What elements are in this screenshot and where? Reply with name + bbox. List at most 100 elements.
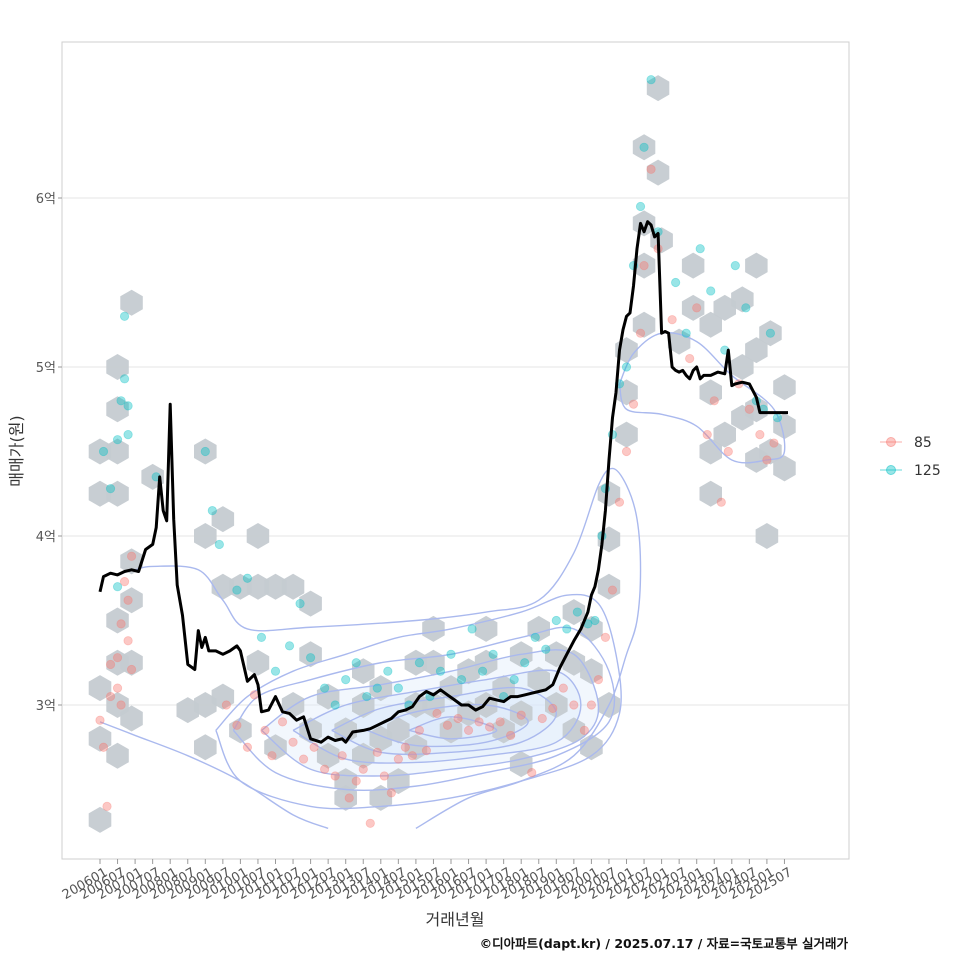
point-85: [400, 742, 410, 752]
point-85: [527, 767, 537, 778]
point-125: [541, 644, 551, 654]
point-85: [277, 717, 288, 727]
point-85: [123, 595, 133, 605]
point-125: [112, 582, 123, 592]
point-125: [621, 362, 632, 372]
legend-label: 85: [914, 435, 932, 451]
point-85: [516, 710, 526, 720]
hex-bin: [632, 311, 656, 338]
point-85: [432, 708, 442, 719]
point-85: [586, 700, 597, 710]
point-85: [116, 619, 126, 629]
point-85: [646, 164, 656, 174]
hex-bin: [699, 311, 722, 338]
point-125: [284, 641, 295, 651]
hex-bin: [106, 607, 129, 634]
hex-bin: [352, 692, 375, 718]
point-85: [309, 742, 319, 752]
point-85: [548, 703, 558, 713]
hex-bin: [264, 573, 287, 600]
hex-bin: [246, 523, 270, 549]
point-85: [769, 438, 779, 448]
point-125: [207, 506, 217, 516]
hex-bin: [580, 658, 603, 685]
y-tick-label: 3억: [36, 699, 56, 714]
point-85: [593, 675, 604, 685]
legend-key-point: [886, 437, 896, 447]
hex-bin: [194, 438, 217, 465]
hex-bin: [194, 692, 217, 718]
hex-bin: [646, 159, 670, 186]
hex-bin: [299, 641, 322, 668]
point-125: [530, 632, 540, 643]
density-contour: [215, 593, 622, 810]
point-85: [249, 690, 260, 700]
point-125: [383, 666, 393, 676]
point-85: [709, 396, 719, 406]
point-125: [330, 700, 340, 710]
point-125: [372, 683, 382, 693]
point-125: [572, 607, 582, 617]
point-85: [692, 303, 702, 313]
hex-bin: [106, 480, 129, 507]
point-85: [762, 455, 772, 465]
point-85: [102, 801, 112, 812]
point-85: [628, 399, 639, 409]
point-125: [477, 666, 488, 676]
hex-bin: [681, 252, 705, 279]
hex-bin: [773, 455, 796, 482]
point-85: [579, 725, 589, 735]
point-85: [119, 577, 130, 587]
point-125: [639, 142, 649, 152]
y-tick-label: 4억: [36, 530, 56, 545]
point-85: [112, 683, 123, 693]
point-85: [105, 659, 116, 670]
point-125: [112, 435, 123, 445]
hex-bin: [681, 294, 705, 321]
hex-bin: [88, 675, 112, 702]
point-85: [372, 747, 382, 757]
point-85: [320, 764, 330, 774]
point-125: [119, 311, 130, 321]
point-125: [590, 615, 600, 626]
point-85: [105, 691, 116, 702]
point-125: [551, 615, 561, 626]
hex-bin: [120, 548, 143, 575]
point-125: [256, 632, 267, 643]
hex-bin: [731, 286, 754, 313]
hex-bin: [264, 734, 287, 761]
hex-bin: [580, 615, 603, 642]
hex-bin: [229, 717, 252, 744]
point-85: [386, 788, 396, 798]
hex-bin: [194, 734, 217, 761]
point-85: [667, 315, 677, 325]
y-axis-title: 매매가(원): [7, 415, 26, 486]
density-contour: [331, 686, 558, 756]
hex-bin: [246, 573, 270, 600]
point-85: [442, 720, 453, 730]
point-85: [221, 700, 231, 710]
hex-bin: [88, 438, 112, 465]
point-85: [621, 446, 632, 457]
point-85: [569, 700, 579, 710]
point-125: [393, 683, 403, 693]
hex-bin: [229, 573, 252, 600]
point-85: [260, 725, 270, 735]
hex-bin: [106, 438, 129, 465]
point-125: [341, 675, 351, 685]
hex-bin: [562, 717, 586, 744]
y-tick-label: 5억: [36, 361, 56, 376]
hex-bin: [527, 615, 550, 642]
point-125: [98, 446, 109, 457]
density-contour: [292, 669, 582, 764]
point-125: [435, 666, 446, 676]
density-contour: [232, 626, 616, 792]
hex-bin: [88, 806, 112, 833]
hex-bin: [120, 289, 143, 316]
point-85: [379, 771, 389, 781]
hex-bin: [404, 692, 428, 718]
hex-bin: [713, 294, 736, 321]
point-85: [358, 764, 368, 774]
hex-bin: [387, 717, 410, 744]
point-125: [200, 446, 210, 457]
